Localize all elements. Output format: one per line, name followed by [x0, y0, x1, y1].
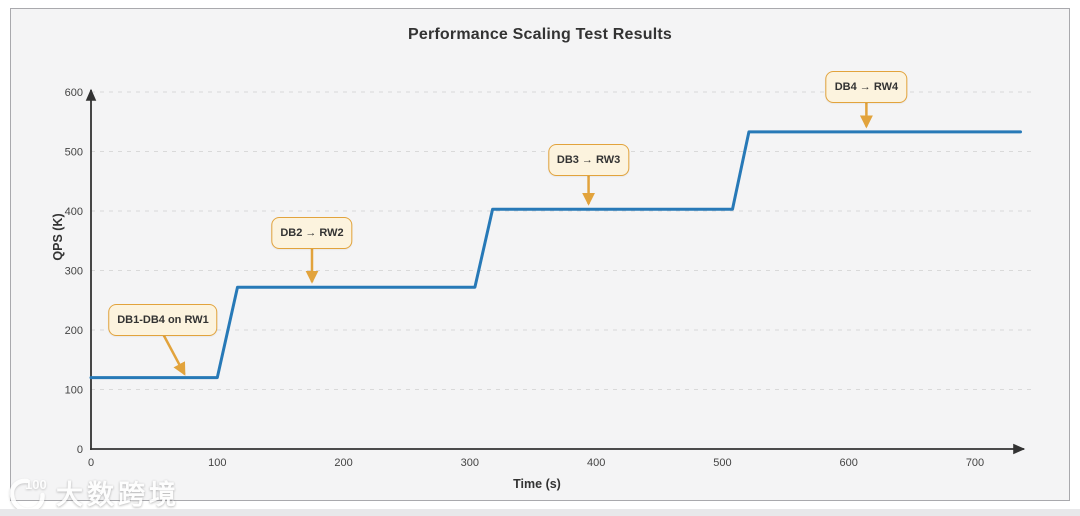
chart-title: Performance Scaling Test Results [408, 26, 672, 43]
svg-text:300: 300 [65, 266, 83, 278]
y-axis-label: QPS (K) [51, 213, 65, 261]
svg-text:100: 100 [208, 457, 226, 469]
annotation-callout-1: DB1-DB4 on RW1 [108, 303, 218, 336]
svg-text:400: 400 [65, 206, 83, 218]
svg-text:600: 600 [65, 87, 83, 99]
annotation-callout-3: DB3 → RW3 [547, 143, 630, 176]
watermark: 100 大数跨境 [6, 474, 180, 516]
svg-text:500: 500 [65, 147, 83, 159]
svg-text:100: 100 [65, 385, 83, 397]
annotation-callout-4: DB4 → RW4 [825, 71, 908, 104]
svg-text:200: 200 [65, 325, 83, 337]
svg-text:600: 600 [840, 457, 858, 469]
watermark-text: 大数跨境 [56, 479, 180, 510]
svg-text:300: 300 [461, 457, 479, 469]
svg-text:0: 0 [77, 444, 83, 456]
watermark-logo-text: 100 [25, 477, 47, 492]
svg-text:0: 0 [88, 457, 94, 469]
svg-text:200: 200 [334, 457, 352, 469]
svg-text:400: 400 [587, 457, 605, 469]
annotation-callout-2: DB2 → RW2 [271, 217, 353, 249]
watermark-logo-icon: 100 [9, 477, 47, 513]
svg-text:500: 500 [713, 457, 731, 469]
page-bottom-edge [0, 509, 1080, 516]
svg-text:700: 700 [966, 457, 984, 469]
x-axis-label: Time (s) [513, 477, 561, 491]
